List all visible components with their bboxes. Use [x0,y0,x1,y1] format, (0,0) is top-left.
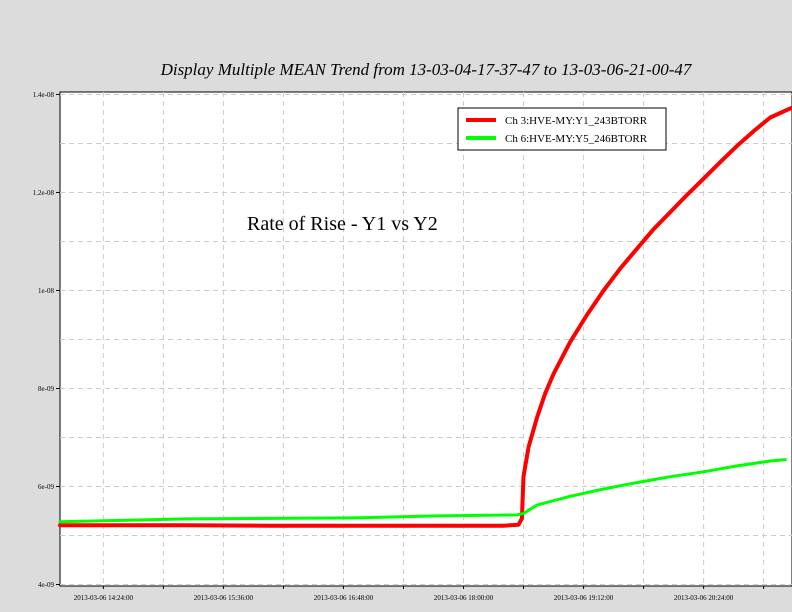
y-tick-label: 6e-09 [38,483,54,491]
legend: Ch 3:HVE-MY:Y1_243BTORR Ch 6:HVE-MY:Y5_24… [457,107,667,151]
y-tick-label: 1.4e-08 [33,91,55,99]
y-tick-label: 1e-08 [38,287,54,295]
x-tick-label: 2013-03-06 19:12:00 [554,594,614,602]
x-axis: 2013-03-06 14:24:00 2013-03-06 15:36:00 20… [74,586,765,602]
chart-annotation: Rate of Rise - Y1 vs Y2 [247,213,438,235]
x-tick-label: 2013-03-06 14:24:00 [74,594,134,602]
series-line-ch6 [58,458,787,524]
x-tick-label: 2013-03-06 15:36:00 [194,594,254,602]
legend-label: Ch 6:HVE-MY:Y5_246BTORR [505,133,648,145]
x-tick-label: 2013-03-06 16:48:00 [314,594,374,602]
legend-box [457,107,667,151]
grid [60,92,792,586]
chart-title: Display Multiple MEAN Trend from 13-03-0… [160,60,692,79]
y-tick-label: 1.2e-08 [33,189,55,197]
y-axis: 4e-09 6e-09 8e-09 1e-08 1.2e-08 1.4e-08 [33,91,60,589]
series-group [58,105,792,528]
y-tick-label: 8e-09 [38,385,54,393]
x-tick-label: 2013-03-06 18:00:00 [434,594,494,602]
y-tick-label: 4e-09 [38,581,54,589]
legend-label: Ch 3:HVE-MY:Y1_243BTORR [505,115,648,127]
series-line-ch3 [58,105,792,528]
x-tick-label: 2013-03-06 20:24:00 [674,594,734,602]
